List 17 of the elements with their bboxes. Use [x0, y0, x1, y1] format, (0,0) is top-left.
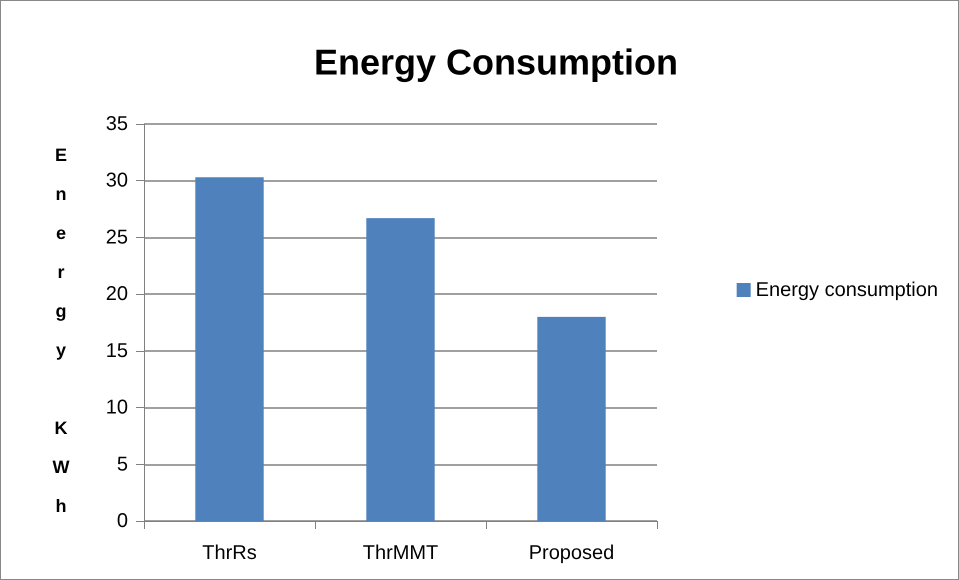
bar: [537, 316, 606, 521]
y-tick-label: 5: [116, 453, 128, 476]
y-tick-label: 15: [106, 340, 128, 362]
y-tick-label: 0: [116, 510, 128, 532]
x-tick-label: Proposed: [528, 542, 614, 564]
x-tick-label: ThrMMT: [362, 542, 438, 564]
legend-label: Energy consumption: [756, 279, 938, 301]
x-tick-label: ThrRs: [202, 542, 257, 564]
y-axis-title: Energy KWh: [51, 145, 71, 535]
chart-title: Energy Consumption: [314, 42, 678, 82]
y-tick-label: 20: [106, 283, 128, 306]
y-tick-label: 25: [106, 226, 128, 248]
bar: [366, 218, 435, 521]
y-tick-label: 35: [106, 113, 128, 135]
y-tick-label: 10: [106, 396, 128, 419]
y-tick-label: 30: [106, 170, 128, 192]
bar: [195, 177, 264, 521]
